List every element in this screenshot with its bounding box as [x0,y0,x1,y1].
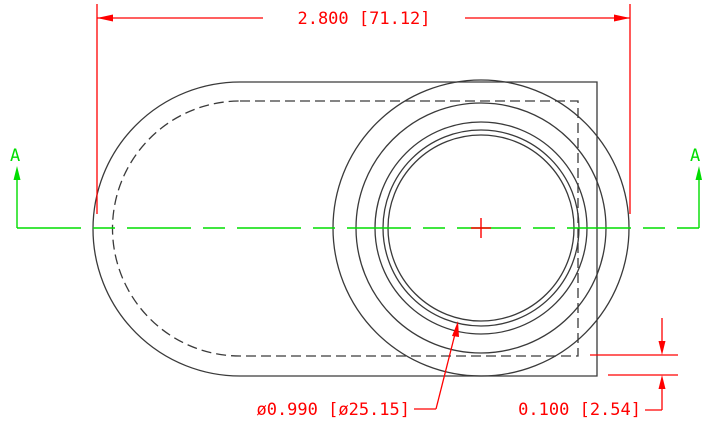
thickness-arrow-down-icon [658,341,666,355]
section-label-left: A [10,146,20,166]
arrow-left-icon [97,14,113,22]
section-right-arrow-icon [695,166,702,180]
hidden-inner-outline [111,100,579,357]
section-line-a-a [13,166,702,229]
section-label-right: A [690,146,700,166]
wall-thickness-dimension [590,318,678,411]
overall-length-label: 2.800 [71.12] [297,9,430,29]
arrow-right-icon [614,14,630,22]
leader-arrow-icon [452,321,459,337]
bore-diameter-leader [414,321,459,410]
wall-thickness-label: 0.100 [2.54] [518,400,641,420]
center-mark-icon [471,218,491,238]
thickness-arrow-up-icon [658,375,666,389]
section-left-arrow-icon [13,166,21,180]
bore-diameter-label: ø0.990 [ø25.15] [256,400,410,420]
overall-length-dimension [96,4,631,214]
outer-outline [92,81,598,377]
